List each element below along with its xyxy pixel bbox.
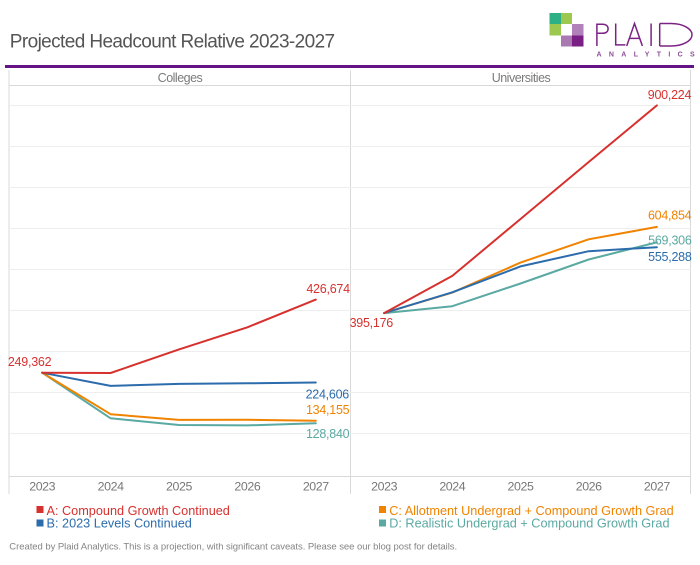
svg-text:Created by Plaid Analytics. Th: Created by Plaid Analytics. This is a pr… xyxy=(9,541,457,552)
svg-text:134,155: 134,155 xyxy=(306,403,350,417)
svg-text:B: 2023 Levels Continued: B: 2023 Levels Continued xyxy=(47,517,192,531)
svg-text:2027: 2027 xyxy=(303,479,329,493)
svg-text:426,674: 426,674 xyxy=(306,282,350,296)
svg-text:128,840: 128,840 xyxy=(306,427,350,441)
svg-text:ANALYTICS: ANALYTICS xyxy=(597,52,700,59)
svg-text:2023: 2023 xyxy=(371,479,397,493)
svg-text:Colleges: Colleges xyxy=(158,71,203,85)
svg-text:2024: 2024 xyxy=(439,479,465,493)
svg-text:555,288: 555,288 xyxy=(648,250,692,264)
svg-text:224,606: 224,606 xyxy=(306,388,350,402)
svg-text:2025: 2025 xyxy=(166,479,192,493)
svg-text:569,306: 569,306 xyxy=(648,234,692,248)
svg-text:Universities: Universities xyxy=(492,71,551,85)
svg-text:2023: 2023 xyxy=(29,479,55,493)
svg-text:2026: 2026 xyxy=(234,479,260,493)
svg-text:2026: 2026 xyxy=(576,479,602,493)
svg-text:395,176: 395,176 xyxy=(350,316,394,330)
svg-text:2027: 2027 xyxy=(644,479,670,493)
svg-text:900,224: 900,224 xyxy=(648,88,692,102)
svg-text:Projected Headcount Relative 2: Projected Headcount Relative 2023-2027 xyxy=(10,32,335,53)
svg-text:D: Realistic Undergrad + Compo: D: Realistic Undergrad + Compound Growth… xyxy=(389,517,669,531)
svg-text:2024: 2024 xyxy=(98,479,124,493)
svg-text:249,362: 249,362 xyxy=(8,355,52,369)
svg-text:2025: 2025 xyxy=(508,479,534,493)
svg-text:604,854: 604,854 xyxy=(648,209,692,223)
